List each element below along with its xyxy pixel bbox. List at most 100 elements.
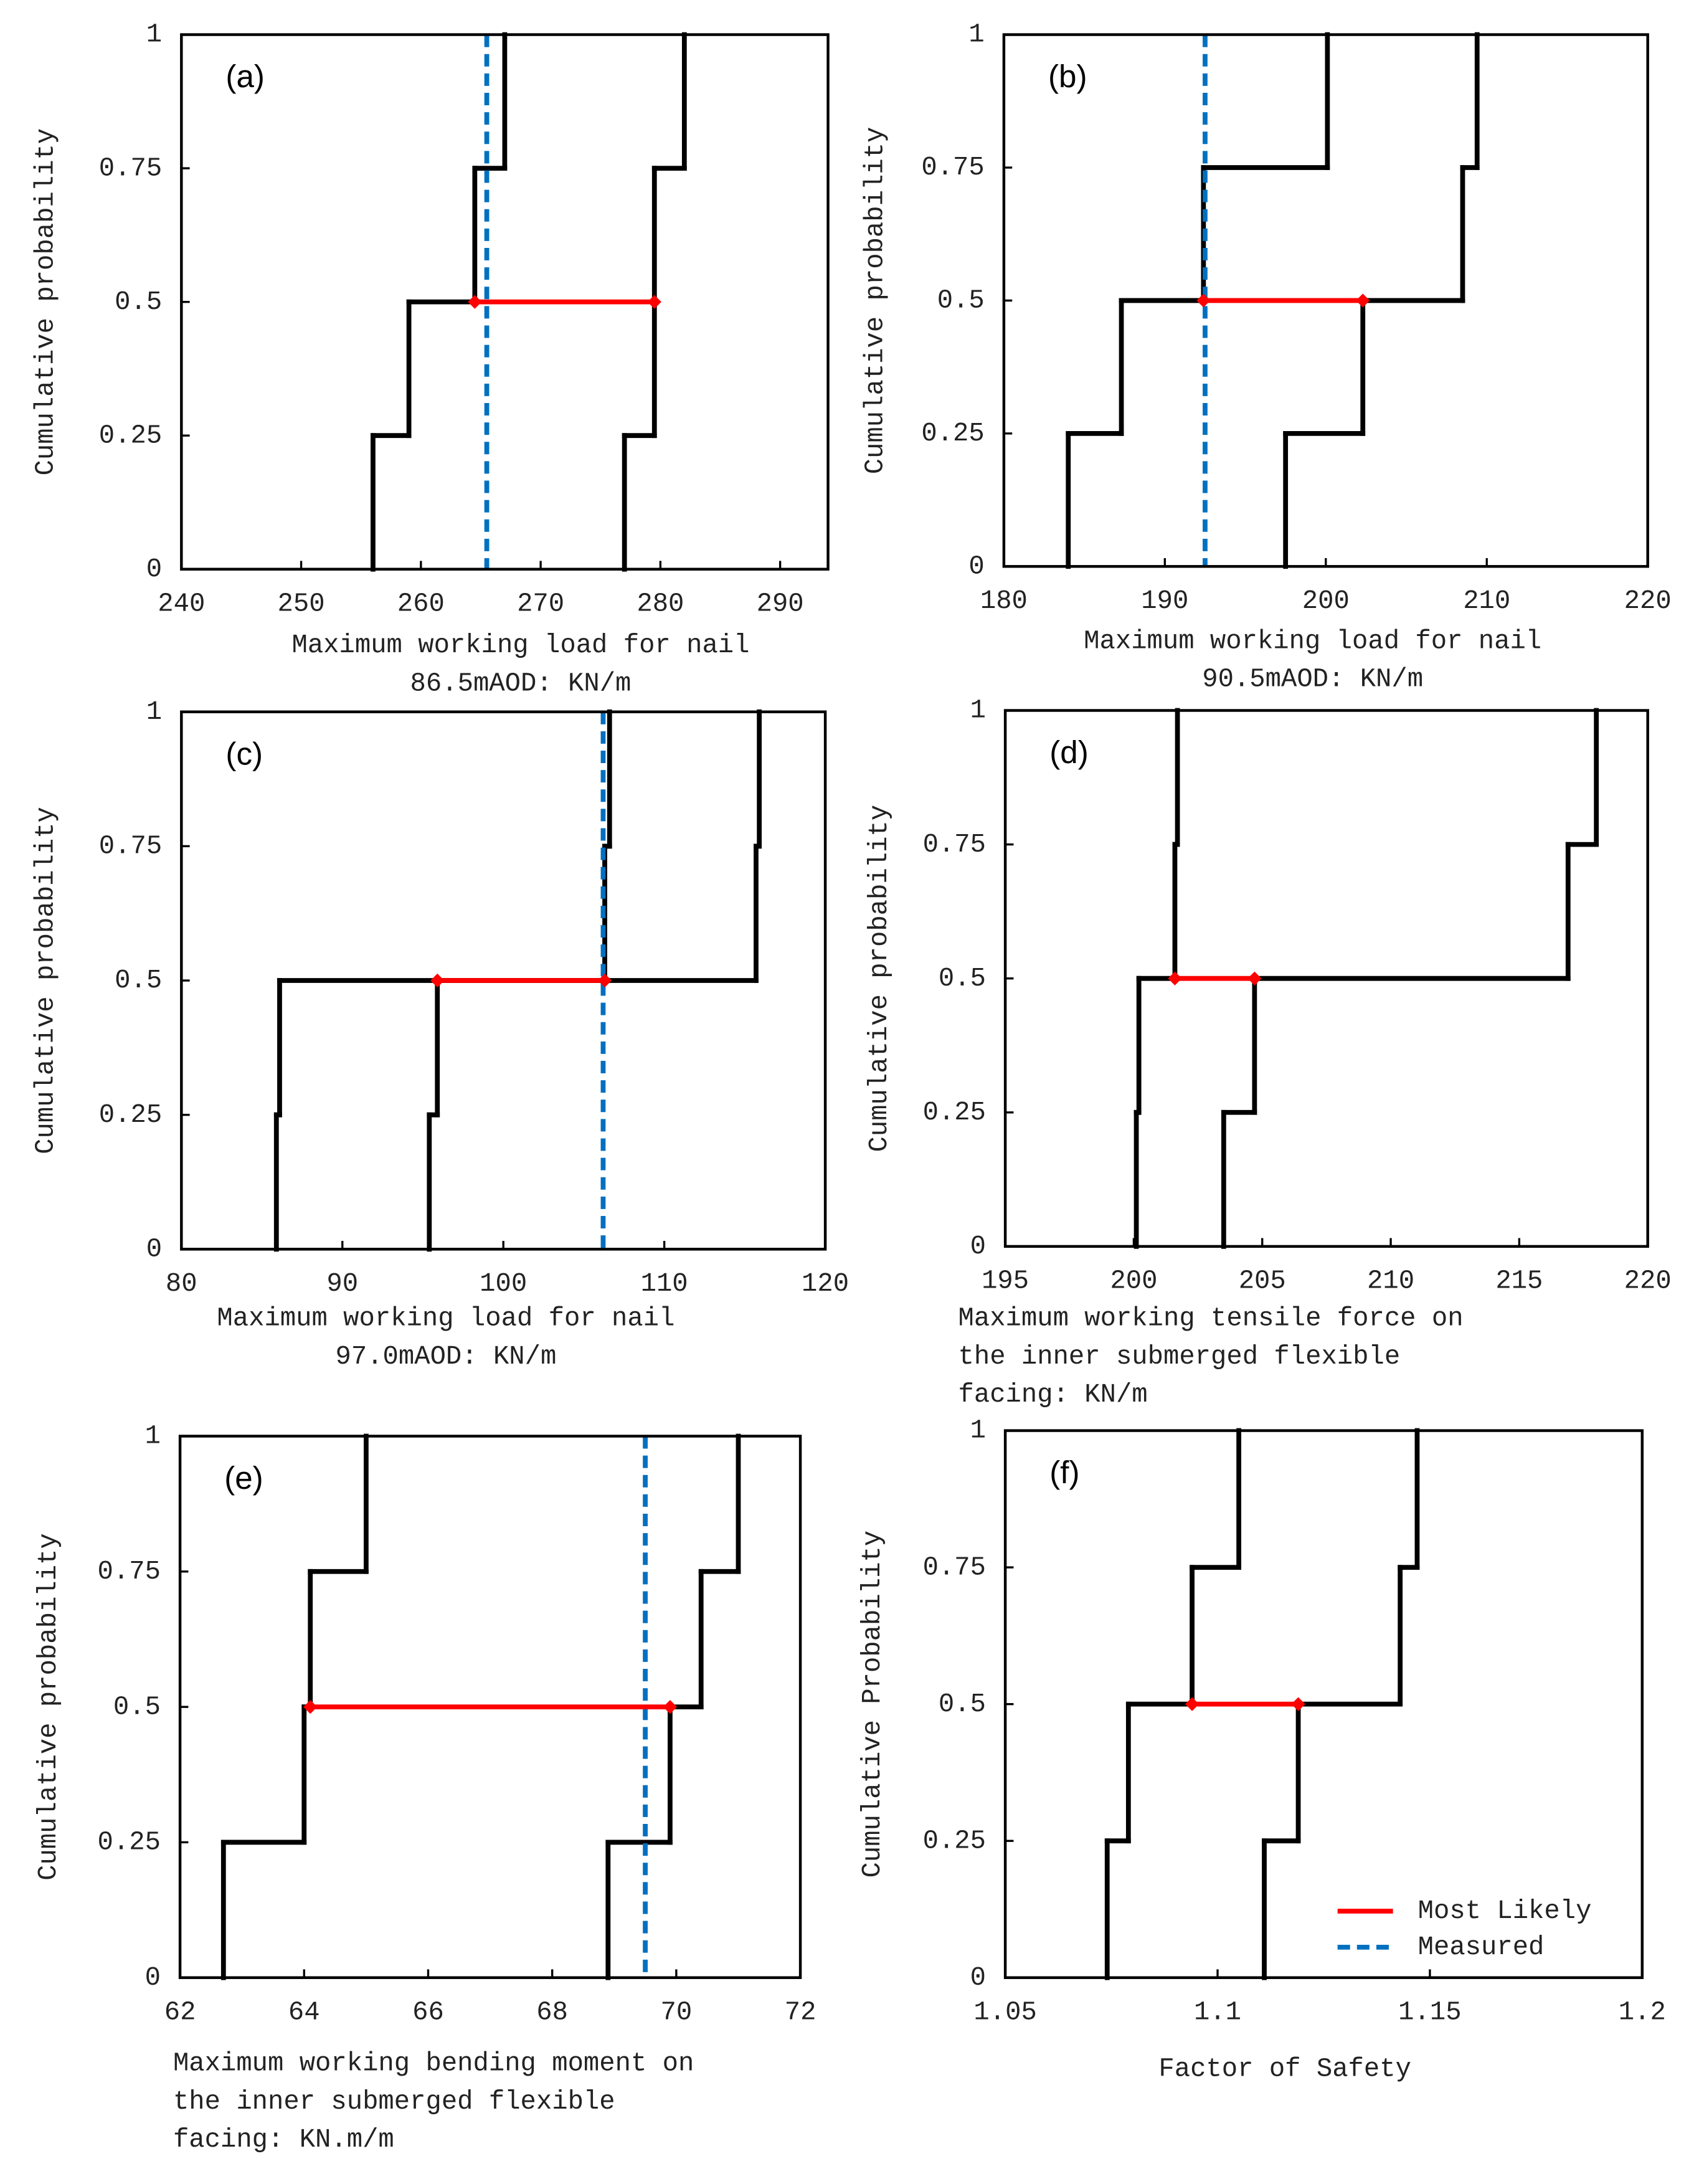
panel-label: (f) (1049, 1455, 1079, 1490)
most-likely-point (1196, 293, 1211, 308)
y-tick-label: 0.25 (99, 1100, 162, 1130)
most-likely-point (597, 973, 612, 988)
panel-label: (d) (1049, 734, 1088, 770)
x-tick-label: 205 (1239, 1266, 1286, 1296)
x-tick-label: 180 (980, 586, 1028, 616)
most-likely-point (647, 295, 661, 309)
x-tick-label: 80 (166, 1269, 197, 1299)
x-tick-label: 220 (1624, 1266, 1672, 1296)
x-tick-label: 210 (1367, 1266, 1414, 1296)
y-axis-label: Cumulative probability (34, 1533, 64, 1881)
x-tick-label: 90 (326, 1269, 358, 1299)
y-tick-label: 0.5 (939, 1689, 986, 1719)
y-axis-label: Cumulative probability (864, 805, 894, 1152)
panel-label: (a) (225, 59, 264, 94)
x-axis-label: 90.5mAOD: KN/m (1202, 665, 1423, 695)
y-tick-label: 1 (968, 20, 984, 50)
x-tick-label: 200 (1110, 1266, 1157, 1296)
y-tick-label: 1 (970, 696, 986, 726)
most-likely-point (1291, 1697, 1305, 1711)
x-tick-label: 68 (536, 1997, 568, 2027)
x-tick-label: 260 (397, 589, 445, 619)
y-tick-label: 0 (968, 551, 984, 581)
y-tick-label: 0.25 (98, 1828, 161, 1858)
most-likely-point (430, 973, 445, 988)
y-tick-label: 0 (970, 1232, 986, 1261)
panel-label: (e) (224, 1460, 263, 1496)
y-tick-label: 0.5 (937, 286, 985, 316)
y-tick-label: 0 (970, 1963, 986, 1993)
legend-label: Most Likely (1418, 1896, 1592, 1926)
x-tick-label: 280 (637, 589, 684, 619)
x-tick-label: 70 (661, 1997, 693, 2027)
x-tick-label: 120 (802, 1269, 849, 1299)
y-tick-label: 0.75 (923, 1552, 986, 1582)
y-tick-label: 1 (146, 20, 162, 50)
y-axis-label: Cumulative Probability (858, 1531, 887, 1878)
y-tick-label: 0.75 (99, 832, 162, 862)
panel-label: (c) (225, 736, 263, 771)
x-tick-label: 290 (757, 589, 804, 619)
x-tick-label: 72 (785, 1997, 816, 2027)
y-tick-label: 1 (145, 1422, 161, 1451)
y-tick-label: 0.25 (923, 1098, 986, 1128)
y-tick-label: 0 (146, 554, 162, 584)
x-tick-label: 1.2 (1619, 1997, 1666, 2027)
x-tick-label: 110 (641, 1269, 688, 1299)
x-axis-label: Maximum working load for nail (291, 630, 749, 660)
x-tick-label: 64 (288, 1997, 320, 2027)
y-tick-label: 1 (146, 697, 162, 727)
y-axis-label: Cumulative probability (860, 127, 890, 475)
x-tick-label: 250 (278, 589, 325, 619)
y-tick-label: 0 (145, 1963, 161, 1993)
x-axis-label: Maximum working tensile force on (958, 1304, 1464, 1334)
y-tick-label: 0.5 (115, 966, 162, 995)
plot-frame (180, 33, 830, 571)
x-tick-label: 220 (1624, 586, 1672, 616)
most-likely-point (468, 295, 482, 309)
x-tick-label: 100 (480, 1269, 527, 1299)
x-tick-label: 1.05 (973, 1997, 1036, 2027)
most-likely-point (1356, 293, 1370, 308)
x-tick-label: 190 (1141, 586, 1188, 616)
x-axis-label: 97.0mAOD: KN/m (336, 1342, 557, 1372)
x-tick-label: 210 (1463, 586, 1510, 616)
x-axis-label: Maximum working load for nail (217, 1304, 674, 1334)
y-tick-label: 0 (146, 1234, 162, 1264)
x-tick-label: 66 (412, 1997, 444, 2027)
y-axis-label: Cumulative probability (31, 807, 61, 1154)
plot-frame (1003, 709, 1649, 1248)
plot-frame (180, 710, 827, 1251)
y-tick-label: 0.75 (921, 153, 984, 183)
y-axis-label: Cumulative probability (31, 128, 61, 476)
x-axis-label: the inner submerged flexible (173, 2087, 615, 2117)
panel-label: (b) (1048, 59, 1087, 94)
legend-label: Measured (1418, 1932, 1545, 1962)
x-tick-label: 195 (982, 1266, 1029, 1296)
y-tick-label: 0.25 (923, 1826, 986, 1856)
x-axis-label: 86.5mAOD: KN/m (410, 668, 632, 698)
y-tick-label: 1 (970, 1416, 986, 1446)
x-axis-label: Maximum working load for nail (1084, 627, 1541, 657)
plot-frame (1002, 33, 1649, 568)
x-axis-label: the inner submerged flexible (958, 1342, 1401, 1372)
y-tick-label: 0.5 (115, 287, 162, 317)
most-likely-point (1247, 971, 1262, 985)
y-tick-label: 0.5 (939, 964, 986, 994)
y-tick-label: 0.25 (921, 419, 984, 449)
x-tick-label: 1.15 (1398, 1997, 1461, 2027)
most-likely-point (1185, 1697, 1200, 1711)
x-axis-label: Factor of Safety (1158, 2054, 1411, 2084)
y-tick-label: 0.75 (98, 1557, 161, 1587)
x-tick-label: 270 (517, 589, 564, 619)
x-tick-label: 215 (1495, 1266, 1543, 1296)
most-likely-point (663, 1699, 678, 1714)
plot-frame (1003, 1429, 1644, 1979)
y-tick-label: 0.75 (923, 830, 986, 860)
y-tick-label: 0.75 (99, 153, 162, 183)
x-axis-label: facing: KN/m (958, 1380, 1148, 1410)
plot-frame (178, 1435, 802, 1979)
x-tick-label: 62 (164, 1997, 196, 2027)
